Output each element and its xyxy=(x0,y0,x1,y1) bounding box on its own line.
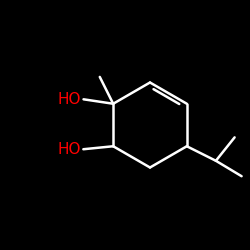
Text: HO: HO xyxy=(58,92,81,107)
Text: HO: HO xyxy=(57,142,81,157)
